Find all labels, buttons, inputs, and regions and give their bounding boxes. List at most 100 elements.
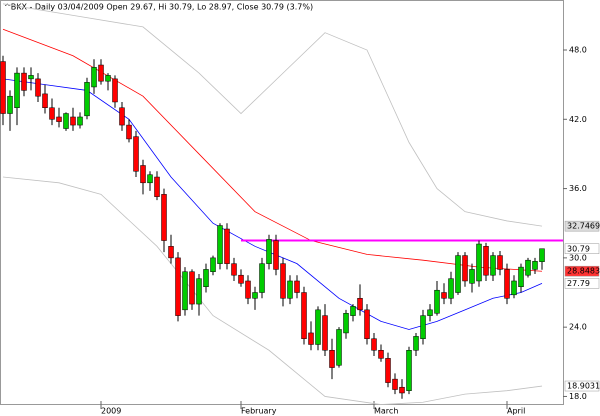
candle-body [7,95,13,114]
candle-body [406,350,412,391]
candle-body [336,329,342,366]
candle-body [392,378,398,390]
candle-body [84,82,90,117]
candle-body [301,292,307,339]
candle-body [238,274,244,284]
candle-body [532,261,538,270]
candle-body [105,75,111,82]
candle-body [189,271,195,305]
candle-body [280,263,286,299]
y-tick-label: 24.0 [569,323,587,332]
candle-body [308,332,314,345]
candle-body [63,113,69,129]
candle-body [483,246,489,276]
candle-body [77,116,83,126]
candle-body [126,124,132,140]
price-label-box [564,220,600,232]
candle-body [364,309,370,339]
indicator-line [2,176,543,405]
candle-body [399,386,405,394]
candle-body [511,280,517,296]
candle-body [28,75,34,80]
candle-body [539,248,545,262]
x-tick-label: April [507,407,525,416]
candle-body [385,358,391,383]
candle-body [161,194,167,241]
price-label-box [564,278,600,289]
candle-body [525,259,531,276]
candle-body [343,313,349,334]
candle-body [217,225,223,264]
candle-body [490,255,496,276]
candle-body [196,278,202,305]
candle-body [42,93,48,108]
candle-body [210,257,216,272]
price-label-box [564,265,600,277]
candle-body [497,255,503,270]
candle-body [259,263,265,293]
candle-body [462,255,468,282]
price-label: 32.7469 [567,222,600,231]
candle-body [476,243,482,282]
candle-body [182,271,188,311]
candle-body [357,298,363,311]
candle-body [350,306,356,316]
price-label-box [564,243,600,255]
candle-body [98,64,104,82]
candle-body [140,165,146,184]
indicator-line [2,3,543,227]
candle-body [287,280,293,299]
candle-body [273,240,279,270]
price-label: 30.79 [567,244,590,253]
candle-body [371,338,377,351]
candle-body [147,174,153,184]
y-tick-label: 30.0 [569,253,587,262]
candle-body [441,292,447,299]
candle-body [154,176,160,197]
candle-body [469,269,475,284]
candle-body [21,72,27,91]
candle-body [119,107,125,126]
x-tick-label: February [241,407,277,416]
plot-frame [0,0,564,405]
candle-body [175,257,181,316]
candle-body [203,269,209,287]
candle-body [91,67,97,88]
y-tick-label: 42.0 [569,115,587,124]
candle-body [245,280,251,299]
candle-body [420,315,426,339]
candle-body [434,289,440,314]
candle-body [35,78,41,97]
candle-body [252,292,258,299]
candle-body [49,107,55,120]
candle-body [0,61,6,114]
candle-body [413,336,419,351]
candle-body [378,350,384,359]
candle-body [14,72,20,108]
y-tick-label: 36.0 [569,184,587,193]
candle-body [448,278,454,299]
price-label-box [564,380,600,392]
x-tick-label: 2009 [101,407,121,416]
price-label: 28.8483 [567,267,600,276]
price-label: 18.9031 [567,382,600,391]
candle-body [266,239,272,264]
candle-body [224,228,230,264]
candle-body [112,78,118,103]
candle-body [56,116,62,122]
candle-body [133,136,139,172]
x-tick-label: March [374,407,398,416]
y-tick-label: 18.0 [569,392,587,401]
candle-body [315,309,321,345]
chart-title: ^BKX - Daily 03/04/2009 Open 29.67, Hi 3… [4,3,313,12]
candle-body [231,263,237,276]
candle-body [322,315,328,351]
candle-body [329,350,335,368]
candle-body [427,309,433,316]
indicator-line [2,78,543,330]
candle-body [504,269,510,299]
y-tick-label: 48.0 [569,46,587,55]
candle-body [455,255,461,293]
candle-body [168,246,174,259]
